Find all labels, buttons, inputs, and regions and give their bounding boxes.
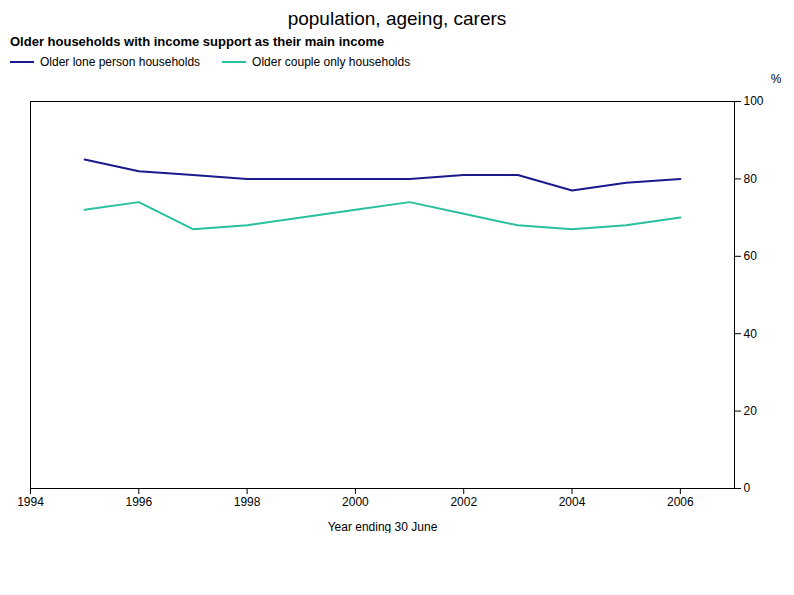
svg-text:40: 40 <box>744 327 758 341</box>
svg-text:2004: 2004 <box>559 495 586 509</box>
svg-text:1996: 1996 <box>125 495 152 509</box>
svg-text:Year ending 30 June: Year ending 30 June <box>328 520 438 534</box>
svg-text:2002: 2002 <box>450 495 477 509</box>
svg-text:1998: 1998 <box>234 495 261 509</box>
svg-text:0: 0 <box>744 481 751 495</box>
svg-text:2000: 2000 <box>342 495 369 509</box>
html-text:Older lone person households: Older lone person households <box>40 55 201 69</box>
html-text:Older households with income s: Older households with income support as … <box>10 34 385 49</box>
svg-text:80: 80 <box>744 172 758 186</box>
svg-text:20: 20 <box>744 404 758 418</box>
html-text:Older couple only households: Older couple only households <box>252 55 411 69</box>
html-text:population, ageing, carers: population, ageing, carers <box>287 8 507 29</box>
svg-text:60: 60 <box>744 249 758 263</box>
svg-text:2006: 2006 <box>667 495 694 509</box>
svg-text:1994: 1994 <box>17 495 44 509</box>
svg-text:%: % <box>771 72 782 86</box>
svg-text:100: 100 <box>744 94 764 108</box>
